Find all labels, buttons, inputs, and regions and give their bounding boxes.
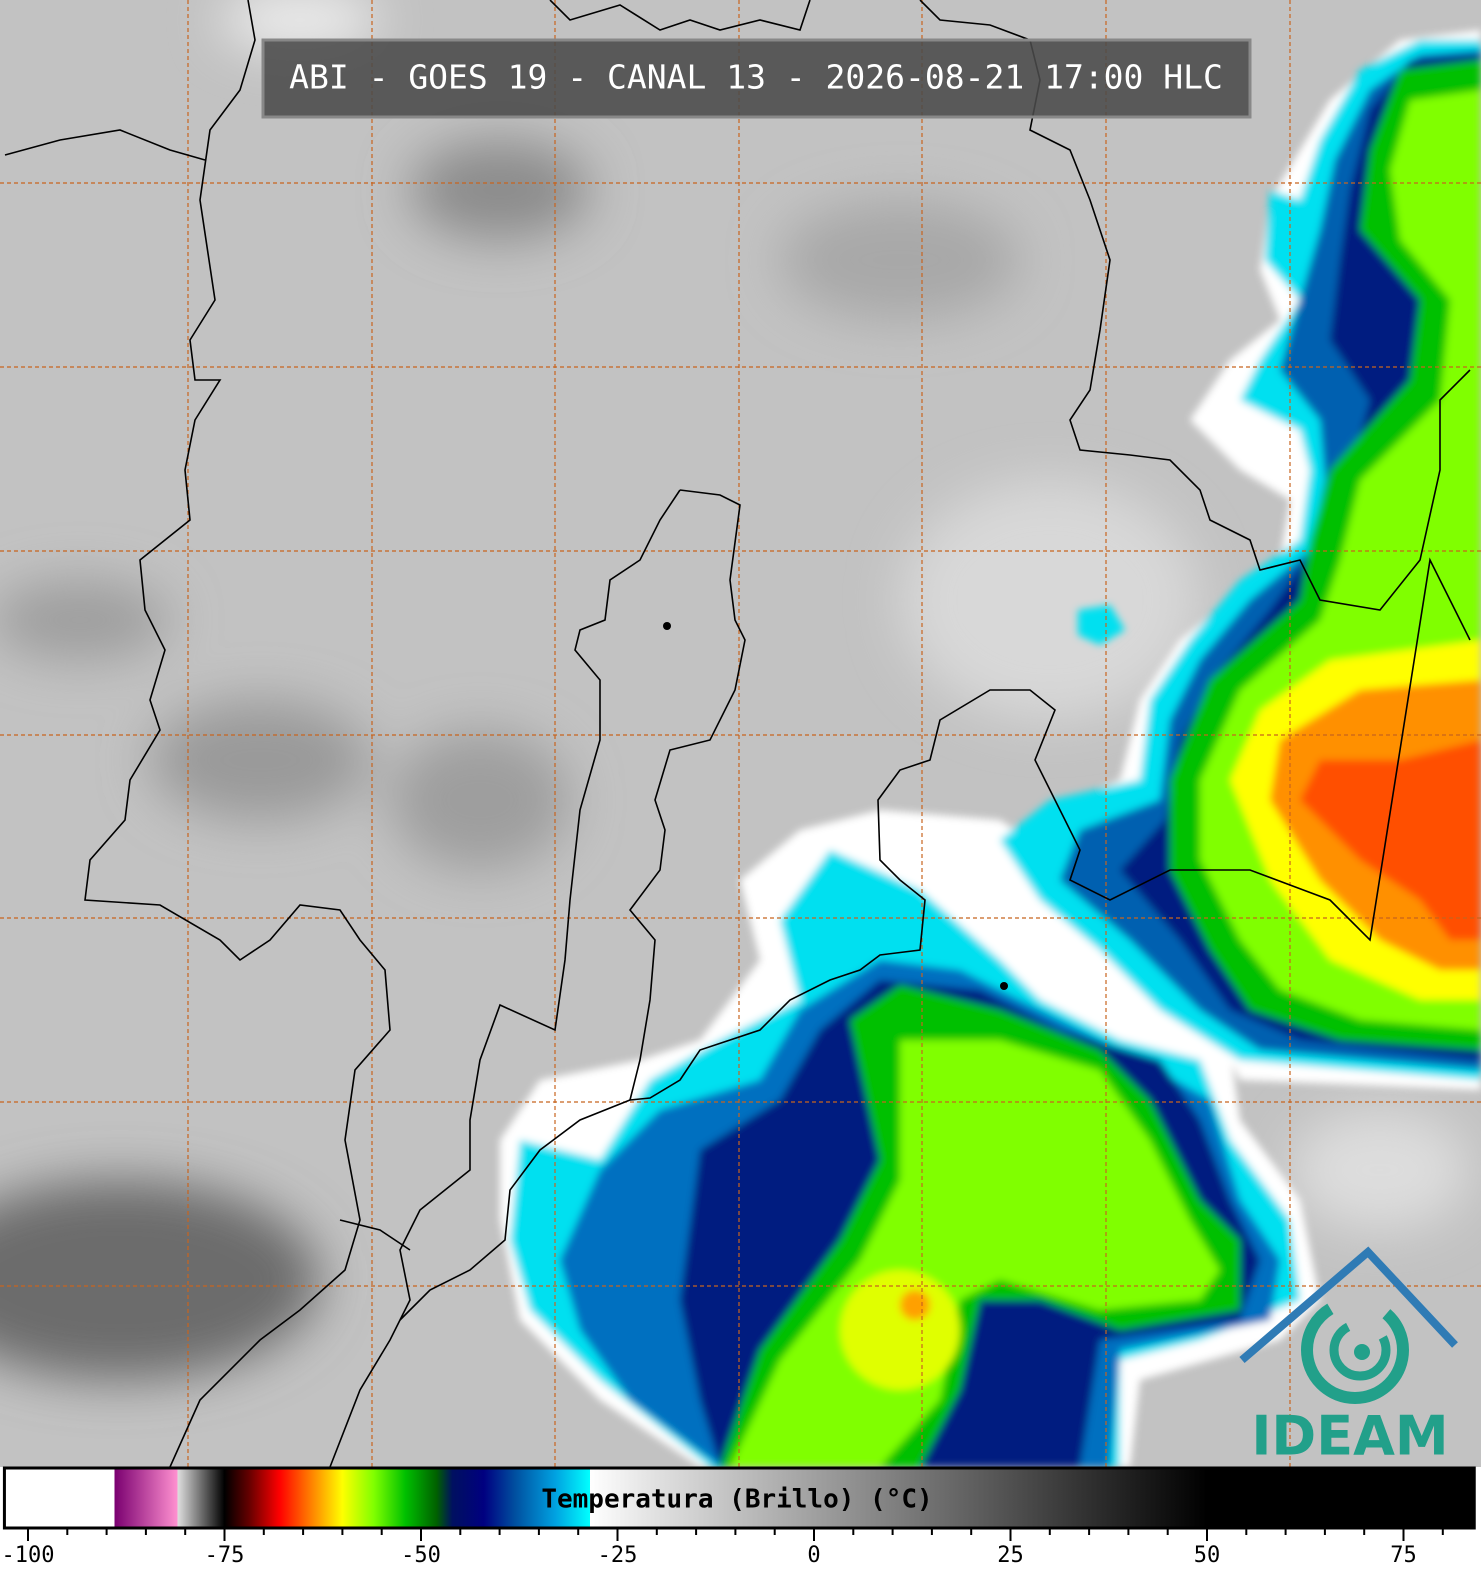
tick-label: 0 [807,1543,820,1568]
borders [4,0,1471,1467]
tick-label: -100 [2,1543,55,1568]
title-box: ABI - GOES 19 - CANAL 13 - 2026-08-21 17… [261,38,1252,119]
tick-label: 25 [997,1543,1024,1568]
city-point [663,622,671,630]
cloud-texture [0,0,1470,1380]
colorbar-label: Temperatura (Brillo) (°C) [541,1485,932,1515]
colorbar: Temperatura (Brillo) (°C) -100 -75 -50 -25 0 2… [2,1466,1476,1568]
title: ABI - GOES 19 - CANAL 13 - 2026-08-21 17… [289,58,1223,97]
colorbar-gradient [2,1466,1476,1530]
city-point [1000,982,1008,990]
tick-label: 75 [1390,1543,1417,1568]
tick-label: 50 [1194,1543,1221,1568]
grid [0,0,1481,1467]
tick-label: -75 [205,1543,245,1568]
tick-label: -50 [401,1543,441,1568]
logo-text: IDEAM [1251,1405,1448,1468]
tick-label: -25 [598,1543,638,1568]
satellite-image: IDEAM [0,0,1481,1468]
ideam-logo: IDEAM [1239,1246,1458,1468]
